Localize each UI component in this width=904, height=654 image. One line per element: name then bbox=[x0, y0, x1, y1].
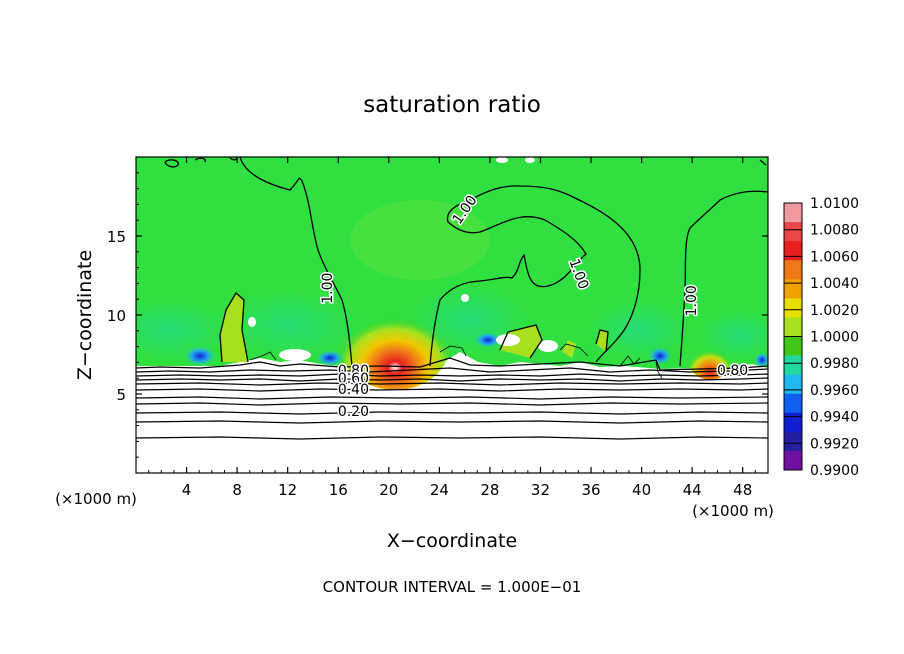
y-tick-label: 5 bbox=[116, 386, 126, 404]
colorbar-level-label: 0.9980 bbox=[810, 356, 859, 372]
warm-core-1 bbox=[340, 300, 450, 390]
colorbar-level-label: 1.0080 bbox=[810, 223, 859, 239]
colorbar-swatch bbox=[784, 241, 802, 261]
colorbar-swatch bbox=[784, 222, 802, 242]
x-tick-label: 4 bbox=[182, 481, 192, 499]
colorbar-swatch bbox=[784, 450, 802, 471]
contour-label: 0.20 bbox=[338, 404, 369, 420]
colorbar-level-label: 1.0060 bbox=[810, 249, 859, 265]
x-tick-label: 28 bbox=[480, 481, 499, 499]
contour-label: 0.80 bbox=[717, 363, 748, 379]
contour-interval-note: CONTOUR INTERVAL = 1.000E−01 bbox=[323, 578, 582, 596]
x-tick-label: 20 bbox=[379, 481, 398, 499]
colorbar-level-label: 1.0100 bbox=[810, 196, 859, 212]
y-unit-label: (×1000 m) bbox=[55, 490, 137, 508]
x-tick-label: 40 bbox=[632, 481, 651, 499]
colorbar-level-label: 1.0020 bbox=[810, 303, 859, 319]
chart-title: saturation ratio bbox=[363, 92, 541, 118]
colorbar-swatch bbox=[784, 374, 802, 395]
colorbar-swatch bbox=[784, 336, 802, 357]
colorbar-swatch bbox=[784, 298, 802, 318]
colorbar-level-label: 0.9900 bbox=[810, 463, 859, 479]
colorbar-swatch bbox=[784, 279, 802, 299]
x-tick-label: 44 bbox=[683, 481, 702, 499]
colorbar-level-label: 0.9940 bbox=[810, 410, 859, 426]
colorbar-level-label: 1.0000 bbox=[810, 330, 859, 346]
x-tick-label: 48 bbox=[733, 481, 752, 499]
x-tick-label: 24 bbox=[430, 481, 449, 499]
colorbar-swatch bbox=[784, 203, 802, 223]
y-tick-label: 15 bbox=[107, 228, 126, 246]
contour-label: 1.00 bbox=[684, 285, 700, 316]
contour-label: 0.60 bbox=[338, 371, 369, 387]
plot-area: 1.001.001.001.000.800.600.400.200.80 bbox=[136, 157, 768, 473]
colorbar-swatch bbox=[784, 260, 802, 280]
colorbar-level-label: 0.9920 bbox=[810, 436, 859, 452]
contour-label: 1.00 bbox=[320, 273, 336, 304]
colorbar: 1.0100 1.0080 1.0060 1.0040 1.0020 1.0000 0.99… bbox=[783, 196, 859, 479]
y-axis-label: Z−coordinate bbox=[74, 250, 96, 380]
contour-label: 0.80 bbox=[338, 363, 369, 379]
colorbar-swatch bbox=[784, 393, 802, 414]
colorbar-level-label: 0.9960 bbox=[810, 383, 859, 399]
contour-label: 0.40 bbox=[338, 382, 369, 398]
x-axis: 4 8 12 16 20 24 28 32 36 40 44 48 bbox=[148, 157, 756, 499]
x-tick-label: 16 bbox=[329, 481, 348, 499]
y-axis: 5 10 15 bbox=[107, 172, 768, 458]
x-axis-label: X−coordinate bbox=[387, 530, 517, 552]
y-tick-label: 10 bbox=[107, 307, 126, 325]
x-tick-label: 36 bbox=[581, 481, 600, 499]
colorbar-swatch bbox=[784, 412, 802, 433]
x-tick-label: 32 bbox=[531, 481, 550, 499]
warm-core-2 bbox=[688, 340, 732, 380]
x-tick-label: 8 bbox=[232, 481, 242, 499]
colorbar-level-label: 1.0040 bbox=[810, 276, 859, 292]
colorbar-swatch bbox=[784, 317, 802, 337]
x-tick-label: 12 bbox=[278, 481, 297, 499]
colorbar-swatch bbox=[784, 355, 802, 376]
x-unit-label: (×1000 m) bbox=[692, 502, 774, 520]
colorbar-swatch bbox=[784, 431, 802, 452]
